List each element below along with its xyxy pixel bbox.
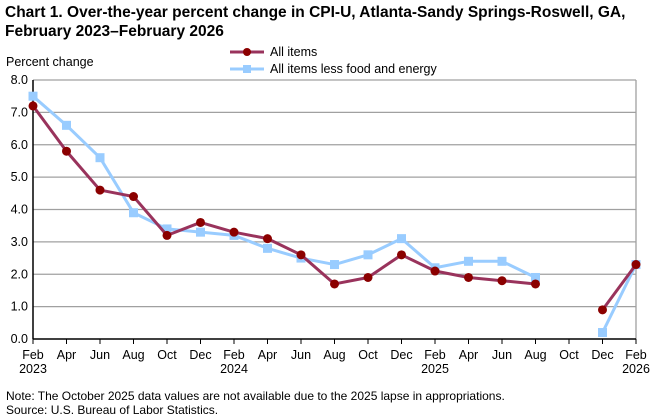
y-tick-label: 7.0 xyxy=(11,105,28,119)
legend-label: All items less food and energy xyxy=(270,61,437,76)
x-tick-label: Aug xyxy=(122,348,144,362)
x-tick-label: Dec xyxy=(390,348,412,362)
series-line xyxy=(601,263,638,334)
x-tick-label: Apr xyxy=(459,348,478,362)
data-point-all-items xyxy=(28,101,38,111)
data-point-core xyxy=(129,208,138,218)
series-line xyxy=(601,263,638,311)
data-point-all-items xyxy=(196,217,205,227)
data-point-all-items xyxy=(531,279,540,289)
note-text: Note: The October 2025 data values are n… xyxy=(6,389,505,403)
y-tick-label: 1.0 xyxy=(11,300,28,314)
legend-marker-circle-icon xyxy=(230,47,264,56)
y-axis-label: Percent change xyxy=(6,55,94,69)
x-tick-label: Oct xyxy=(559,348,579,362)
x-tick-label: Jun xyxy=(291,348,311,362)
y-tick-label: 8.0 xyxy=(11,73,28,87)
data-point-all-items xyxy=(631,260,641,270)
source-text: Source: U.S. Bureau of Labor Statistics. xyxy=(6,403,219,417)
legend-item-all-items: All items xyxy=(230,43,437,60)
y-tick-label: 2.0 xyxy=(11,267,28,281)
x-tick-label: Dec xyxy=(189,348,211,362)
x-tick-label: Aug xyxy=(524,348,546,362)
data-point-all-items xyxy=(430,266,440,276)
y-tick-label: 0.0 xyxy=(11,332,28,346)
data-point-all-items xyxy=(263,234,272,244)
series-line xyxy=(32,95,537,279)
data-point-core xyxy=(62,120,71,130)
x-tick-label: Feb xyxy=(223,348,245,362)
data-point-all-items xyxy=(598,305,607,315)
data-point-core xyxy=(598,328,607,338)
data-point-all-items xyxy=(162,230,172,240)
x-tick-label: Oct xyxy=(157,348,177,362)
x-tick-label: Jun xyxy=(492,348,512,362)
data-point-all-items xyxy=(95,185,105,195)
data-point-core xyxy=(531,272,540,282)
y-tick-label: 6.0 xyxy=(11,138,28,152)
data-point-core xyxy=(28,91,38,101)
data-point-core xyxy=(95,153,105,163)
x-year-label: 2025 xyxy=(421,362,449,376)
data-point-all-items xyxy=(62,146,71,156)
legend-item-core: All items less food and energy xyxy=(230,60,437,77)
data-point-core xyxy=(464,256,473,266)
y-tick-label: 4.0 xyxy=(11,203,28,217)
legend-marker-square-icon xyxy=(230,64,264,73)
chart-notes: Note: The October 2025 data values are n… xyxy=(6,389,505,417)
data-point-core xyxy=(162,224,172,234)
y-tick-label: 5.0 xyxy=(11,170,28,184)
data-point-all-items xyxy=(229,227,239,237)
data-point-all-items xyxy=(129,192,138,202)
data-point-core xyxy=(397,234,406,244)
x-tick-label: Apr xyxy=(258,348,277,362)
data-point-core xyxy=(497,256,507,266)
x-tick-label: Feb xyxy=(625,348,647,362)
series-line xyxy=(31,105,536,286)
chart-title: Chart 1. Over-the-year percent change in… xyxy=(5,4,626,40)
x-year-label: 2026 xyxy=(622,362,650,376)
x-tick-label: Dec xyxy=(591,348,613,362)
x-tick-label: Apr xyxy=(57,348,76,362)
data-point-core xyxy=(330,260,339,270)
data-point-core xyxy=(363,250,373,260)
data-point-all-items xyxy=(464,272,473,282)
x-tick-label: Jun xyxy=(90,348,110,362)
x-tick-label: Aug xyxy=(323,348,345,362)
data-point-all-items xyxy=(330,279,339,289)
x-tick-label: Oct xyxy=(358,348,378,362)
x-tick-label: Feb xyxy=(424,348,446,362)
data-point-all-items xyxy=(497,276,507,286)
legend: All items All items less food and energy xyxy=(230,43,437,77)
y-tick-label: 3.0 xyxy=(11,235,28,249)
legend-label: All items xyxy=(270,44,318,59)
data-point-all-items xyxy=(296,250,306,260)
x-year-label: 2023 xyxy=(19,362,47,376)
data-point-core xyxy=(263,243,272,253)
x-tick-label: Feb xyxy=(22,348,44,362)
x-year-label: 2024 xyxy=(220,362,248,376)
data-point-core xyxy=(196,227,205,237)
data-point-all-items xyxy=(363,272,373,282)
data-point-all-items xyxy=(397,250,406,260)
